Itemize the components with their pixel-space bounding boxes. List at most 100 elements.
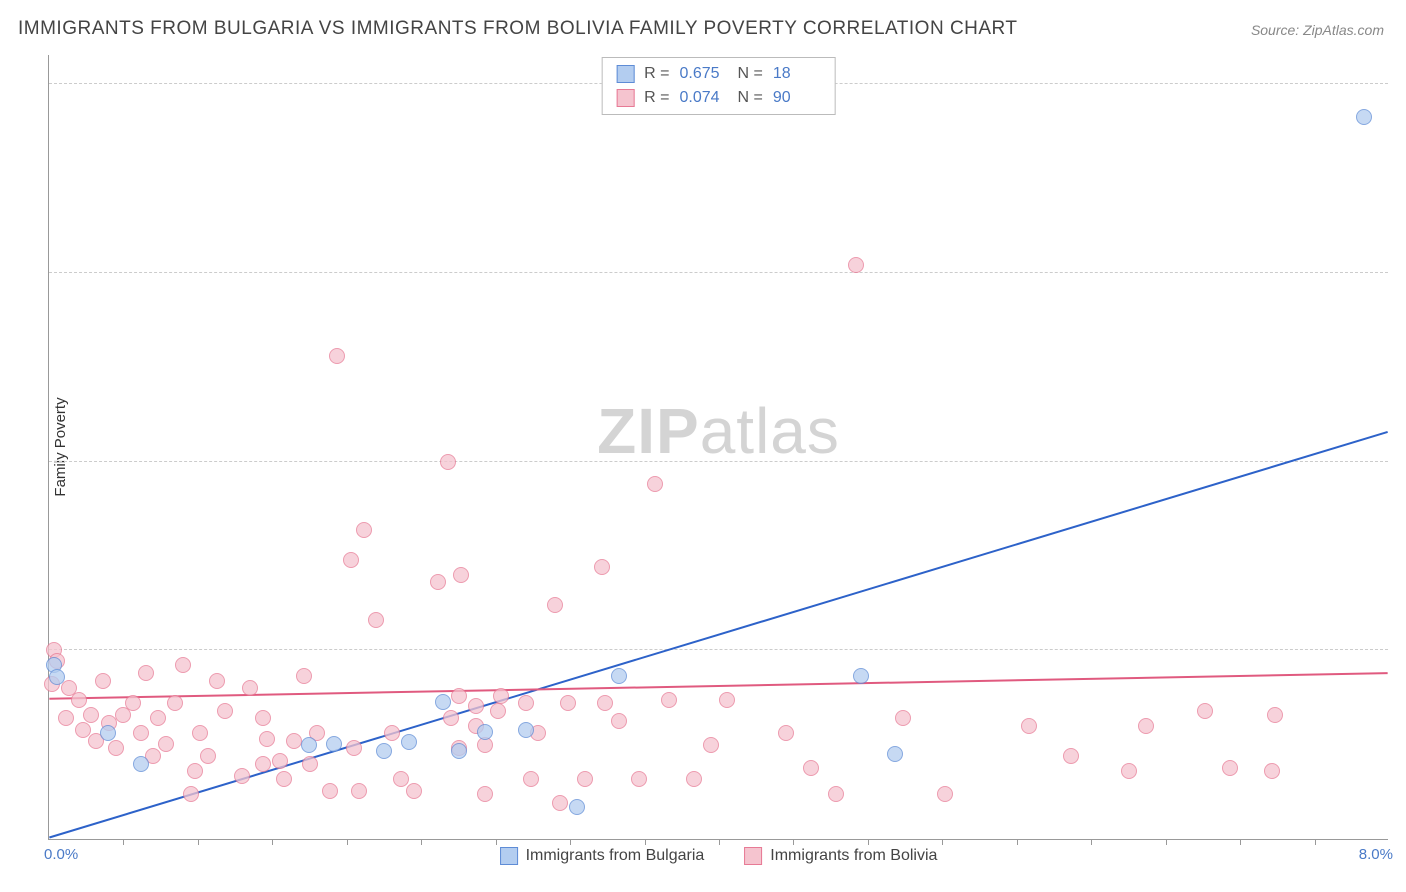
scatter-point [453,567,469,583]
scatter-point [440,454,456,470]
swatch-bolivia [744,847,762,865]
scatter-point [108,740,124,756]
scatter-point [1222,760,1238,776]
scatter-point [322,783,338,799]
scatter-point [430,574,446,590]
y-axis-label: Family Poverty [52,397,69,496]
n-value-bolivia: 90 [773,86,821,110]
scatter-point [468,698,484,714]
scatter-point [435,694,451,710]
r-label: R = [644,62,669,86]
scatter-point [255,710,271,726]
scatter-point [406,783,422,799]
scatter-point [895,710,911,726]
scatter-point [125,695,141,711]
scatter-point [523,771,539,787]
scatter-point [1197,703,1213,719]
scatter-point [1267,707,1283,723]
r-value-bulgaria: 0.675 [680,62,728,86]
scatter-point [577,771,593,787]
watermark: ZIPatlas [597,394,840,468]
scatter-point [49,669,65,685]
scatter-point [71,692,87,708]
scatter-point [187,763,203,779]
scatter-point [560,695,576,711]
stats-row-bulgaria: R = 0.675 N = 18 [616,62,821,86]
scatter-point [192,725,208,741]
scatter-point [393,771,409,787]
legend-item-bulgaria: Immigrants from Bulgaria [500,847,705,865]
scatter-point [384,725,400,741]
scatter-point [518,695,534,711]
scatter-point [647,476,663,492]
scatter-point [326,736,342,752]
scatter-point [376,743,392,759]
scatter-point [158,736,174,752]
scatter-point [209,673,225,689]
scatter-point [661,692,677,708]
scatter-point [477,786,493,802]
scatter-point [329,348,345,364]
scatter-point [242,680,258,696]
scatter-point [255,756,271,772]
scatter-point [848,257,864,273]
scatter-point [703,737,719,753]
scatter-point [853,668,869,684]
scatter-point [611,668,627,684]
x-axis-end-label: 8.0% [1359,846,1393,863]
scatter-point [631,771,647,787]
y-tick-label: 50.0% [1393,76,1406,93]
scatter-point [887,746,903,762]
scatter-point [175,657,191,673]
scatter-point [401,734,417,750]
n-label: N = [738,86,763,110]
scatter-point [356,522,372,538]
scatter-point [272,753,288,769]
scatter-point [937,786,953,802]
swatch-bulgaria [616,65,634,83]
scatter-point [686,771,702,787]
source-attribution: Source: ZipAtlas.com [1251,22,1384,38]
y-tick-label: 25.0% [1393,453,1406,470]
plot-area: Family Poverty ZIPatlas 12.5%25.0%37.5%5… [48,55,1388,840]
x-axis-start-label: 0.0% [44,846,78,863]
scatter-point [493,688,509,704]
scatter-point [217,703,233,719]
scatter-point [83,707,99,723]
scatter-point [259,731,275,747]
scatter-point [346,740,362,756]
scatter-point [828,786,844,802]
scatter-point [518,722,534,738]
scatter-point [351,783,367,799]
scatter-point [301,737,317,753]
watermark-zip: ZIP [597,395,700,467]
scatter-point [58,710,74,726]
scatter-point [1138,718,1154,734]
scatter-point [276,771,292,787]
scatter-point [343,552,359,568]
scatter-point [1121,763,1137,779]
scatter-point [150,710,166,726]
scatter-point [803,760,819,776]
chart-title: IMMIGRANTS FROM BULGARIA VS IMMIGRANTS F… [18,18,1018,40]
scatter-point [200,748,216,764]
scatter-point [183,786,199,802]
y-tick-label: 37.5% [1393,264,1406,281]
r-value-bolivia: 0.074 [680,86,728,110]
scatter-point [302,756,318,772]
scatter-point [1021,718,1037,734]
scatter-point [100,725,116,741]
scatter-point [778,725,794,741]
bottom-legend: Immigrants from Bulgaria Immigrants from… [500,847,938,865]
n-label: N = [738,62,763,86]
scatter-point [138,665,154,681]
scatter-point [1264,763,1280,779]
scatter-point [133,725,149,741]
scatter-point [234,768,250,784]
n-value-bulgaria: 18 [773,62,821,86]
r-label: R = [644,86,669,110]
legend-label-bolivia: Immigrants from Bolivia [770,847,937,865]
scatter-point [569,799,585,815]
trend-lines [49,55,1388,839]
scatter-point [611,713,627,729]
